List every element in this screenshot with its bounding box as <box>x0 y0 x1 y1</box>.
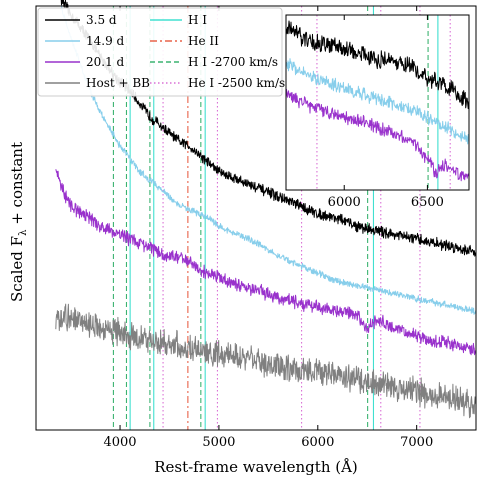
main-x-ticks: 4000 5000 6000 7000 <box>103 6 433 450</box>
inset-series-3-5-d <box>285 20 470 110</box>
inset-series-14-9-d <box>285 58 470 145</box>
inset-frame <box>285 14 470 191</box>
legend: 3.5 d 14.9 d 20.1 d Host + BB H I He II … <box>37 7 285 97</box>
legend-label-hei-shift: He I -2500 km/s <box>188 76 285 90</box>
legend-frame <box>37 7 283 97</box>
main-series-host-bb <box>55 303 477 419</box>
legend-label-20-1d: 20.1 d <box>86 55 125 69</box>
inset-series-20-1-d <box>285 88 470 182</box>
main-tick-label-4000: 4000 <box>103 435 136 450</box>
inset-panel: 6000 6500 <box>285 14 470 210</box>
inset-series-group <box>285 20 470 182</box>
main-tick-label-7000: 7000 <box>400 435 433 450</box>
inset-x-ticks: 6000 6500 <box>328 15 444 210</box>
legend-label-heii: He II <box>188 34 219 48</box>
plot-frame <box>35 5 477 431</box>
inset-tick-label-6500: 6500 <box>411 195 444 210</box>
main-series-14-9-d <box>60 6 477 315</box>
y-axis-label-main: Scaled F <box>8 236 26 302</box>
legend-label-host-bb: Host + BB <box>86 76 150 90</box>
legend-label-hi-shift: H I -2700 km/s <box>188 55 278 69</box>
y-axis-label-suffix: + constant <box>8 142 26 230</box>
y-axis-label: Scaled Fλ + constant <box>8 142 29 302</box>
legend-label-hi: H I <box>188 13 207 27</box>
legend-label-3-5d: 3.5 d <box>86 13 117 27</box>
inset-tick-label-6000: 6000 <box>328 195 361 210</box>
legend-label-14-9d: 14.9 d <box>86 34 125 48</box>
x-axis-label: Rest-frame wavelength (Å) <box>154 458 358 476</box>
y-axis-label-subscript: λ <box>18 229 29 236</box>
main-series-20-1-d <box>55 169 477 356</box>
main-tick-label-5000: 5000 <box>202 435 235 450</box>
main-tick-label-6000: 6000 <box>301 435 334 450</box>
